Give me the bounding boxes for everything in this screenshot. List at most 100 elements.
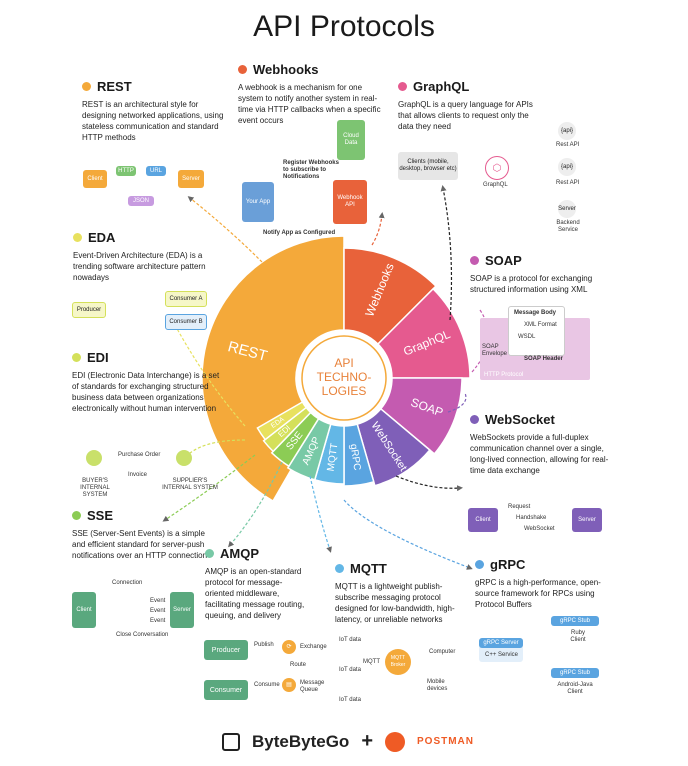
graphql-server: Server <box>558 200 576 218</box>
webhooks-notify: Notify App as Configured <box>263 230 336 236</box>
amqp-diagram: Producer Consumer Publish Consume ⟳ Exch… <box>202 636 332 706</box>
webhooks-section: Webhooks A webhook is a mechanism for on… <box>238 62 388 126</box>
grpc-title: gRPC <box>490 557 526 572</box>
wheel-center-line: LOGIES <box>322 384 367 398</box>
grpc-android: Android-Java Client <box>557 682 593 695</box>
graphql-api-1: {api} <box>558 122 576 140</box>
grpc-server: gRPC Server <box>479 638 523 648</box>
rest-json: JSON <box>128 196 154 206</box>
websocket-title: WebSocket <box>485 412 555 427</box>
bytebytego-logo-icon <box>222 732 240 751</box>
mqtt-iot-3: IoT data <box>339 697 361 703</box>
grpc-stub-1: gRPC Stub <box>551 616 599 626</box>
websocket-handshake: Handshake <box>516 515 547 521</box>
soap-wsdl: WSDL <box>518 334 536 340</box>
graphql-section: GraphQL GraphQL is a query language for … <box>398 79 538 132</box>
grpc-description: gRPC is a high-performance, open-source … <box>475 578 601 609</box>
grpc-service: C++ Service <box>485 652 519 658</box>
edi-supplier: SUPPLIER'S INTERNAL SYSTEM <box>162 478 218 491</box>
sse-dot <box>72 511 81 520</box>
amqp-description: AMQP is an open-standard protocol for me… <box>205 567 305 620</box>
amqp-queue: Message Queue <box>300 680 325 693</box>
webhooks-title: Webhooks <box>253 62 319 77</box>
grpc-ruby: Ruby Client <box>570 630 586 643</box>
mqtt-iot-1: IoT data <box>339 637 361 643</box>
sse-event-1: Event <box>150 598 166 604</box>
graphql-title: GraphQL <box>413 79 470 94</box>
amqp-title: AMQP <box>220 546 259 561</box>
grpc-section: gRPC gRPC is a high-performance, open-so… <box>475 557 615 610</box>
mqtt-broker: MQTT Broker <box>385 649 411 675</box>
edi-buyer: BUYER'S INTERNAL SYSTEM <box>80 478 110 498</box>
graphql-api-2: {api} <box>558 158 576 176</box>
wheel-label-grpc: gRPC <box>348 443 363 471</box>
webhooks-your-app: Your App <box>242 182 274 222</box>
eda-section: EDA Event-Driven Architecture (EDA) is a… <box>73 230 213 283</box>
edi-diagram: Purchase Order Invoice BUYER'S INTERNAL … <box>70 448 220 498</box>
amqp-route: Route <box>290 662 307 668</box>
eda-consumer-a: Consumer A <box>165 291 207 307</box>
rest-server: Server <box>178 170 204 188</box>
soap-body-label: Message Body <box>514 310 557 316</box>
websocket-request: Request <box>508 504 531 510</box>
graphql-diagram: Clients (mobile, desktop, browser etc) G… <box>393 120 603 242</box>
rest-section: REST REST is an architectural style for … <box>82 79 232 143</box>
edi-title: EDI <box>87 350 109 365</box>
rest-url: URL <box>146 166 166 176</box>
amqp-publish: Publish <box>254 642 274 648</box>
amqp-queue-icon: ▤ <box>282 678 296 692</box>
websocket-server: Server <box>572 508 602 532</box>
sse-description: SSE (Server-Sent Events) is a simple and… <box>72 529 208 560</box>
soap-title: SOAP <box>485 253 522 268</box>
sse-event-3: Event <box>150 618 166 624</box>
graphql-rest-api-1: Rest API <box>556 142 580 148</box>
rest-diagram: Client HTTP URL Server JSON <box>78 158 213 216</box>
soap-xml: XML Format <box>524 322 557 328</box>
soap-header: SOAP Header <box>524 356 563 362</box>
sse-event-2: Event <box>150 608 166 614</box>
rest-dot <box>82 82 91 91</box>
mqtt-diagram: IoT data IoT data IoT data MQTT MQTT Bro… <box>335 623 465 705</box>
mqtt-section: MQTT MQTT is a lightweight publish-subsc… <box>335 561 465 625</box>
sse-connection: Connection <box>112 580 143 586</box>
graphql-label: GraphQL <box>483 182 508 188</box>
websocket-client: Client <box>468 508 498 532</box>
sse-title: SSE <box>87 508 114 523</box>
page-title: API Protocols <box>253 10 435 43</box>
edi-invoice: Invoice <box>128 472 148 478</box>
amqp-exchange-icon: ⟳ <box>282 640 296 654</box>
mqtt-dot <box>335 564 344 573</box>
wheel-center-line: TECHNO- <box>317 370 372 384</box>
webhooks-api: Webhook API <box>333 180 367 224</box>
graphql-dot <box>398 82 407 91</box>
mqtt-title: MQTT <box>350 561 387 576</box>
wheel-label-mqtt: MQTT <box>326 442 341 472</box>
eda-consumer-b: Consumer B <box>165 314 207 330</box>
soap-envelope-label: SOAP Envelope <box>482 344 508 357</box>
footer-plus: + <box>361 730 373 752</box>
postman-logo-icon <box>385 731 405 752</box>
edi-dot <box>72 353 81 362</box>
edi-buyer-icon <box>86 450 102 466</box>
soap-dot <box>470 256 479 265</box>
graphql-description: GraphQL is a query language for APIs tha… <box>398 100 533 131</box>
wheel-center-line: API <box>334 356 353 370</box>
websocket-diagram: Client Server Request Handshake WebSocke… <box>468 502 608 538</box>
soap-body <box>508 306 565 356</box>
mqtt-mobile: Mobile devices <box>427 679 448 692</box>
soap-diagram: Message Body XML Format WSDL SOAP Envelo… <box>480 298 590 382</box>
graphql-backend: Backend Service <box>556 220 580 233</box>
amqp-consumer: Consumer <box>204 680 248 700</box>
sse-server: Server <box>170 592 194 628</box>
webhooks-register: Register Webhooks to subscribe to Notifi… <box>283 160 339 180</box>
edi-section: EDI EDI (Electronic Data Interchange) is… <box>72 350 222 414</box>
rest-http: HTTP <box>116 166 136 176</box>
edi-po: Purchase Order <box>118 452 161 458</box>
webhooks-cloud-data: Cloud Data <box>337 120 365 160</box>
grpc-stub-2: gRPC Stub <box>551 668 599 678</box>
grpc-diagram: gRPC Server C++ Service gRPC Stub Ruby C… <box>475 610 605 704</box>
webhooks-dot <box>238 65 247 74</box>
rest-description: REST is an architectural style for desig… <box>82 100 224 142</box>
grpc-dot <box>475 560 484 569</box>
